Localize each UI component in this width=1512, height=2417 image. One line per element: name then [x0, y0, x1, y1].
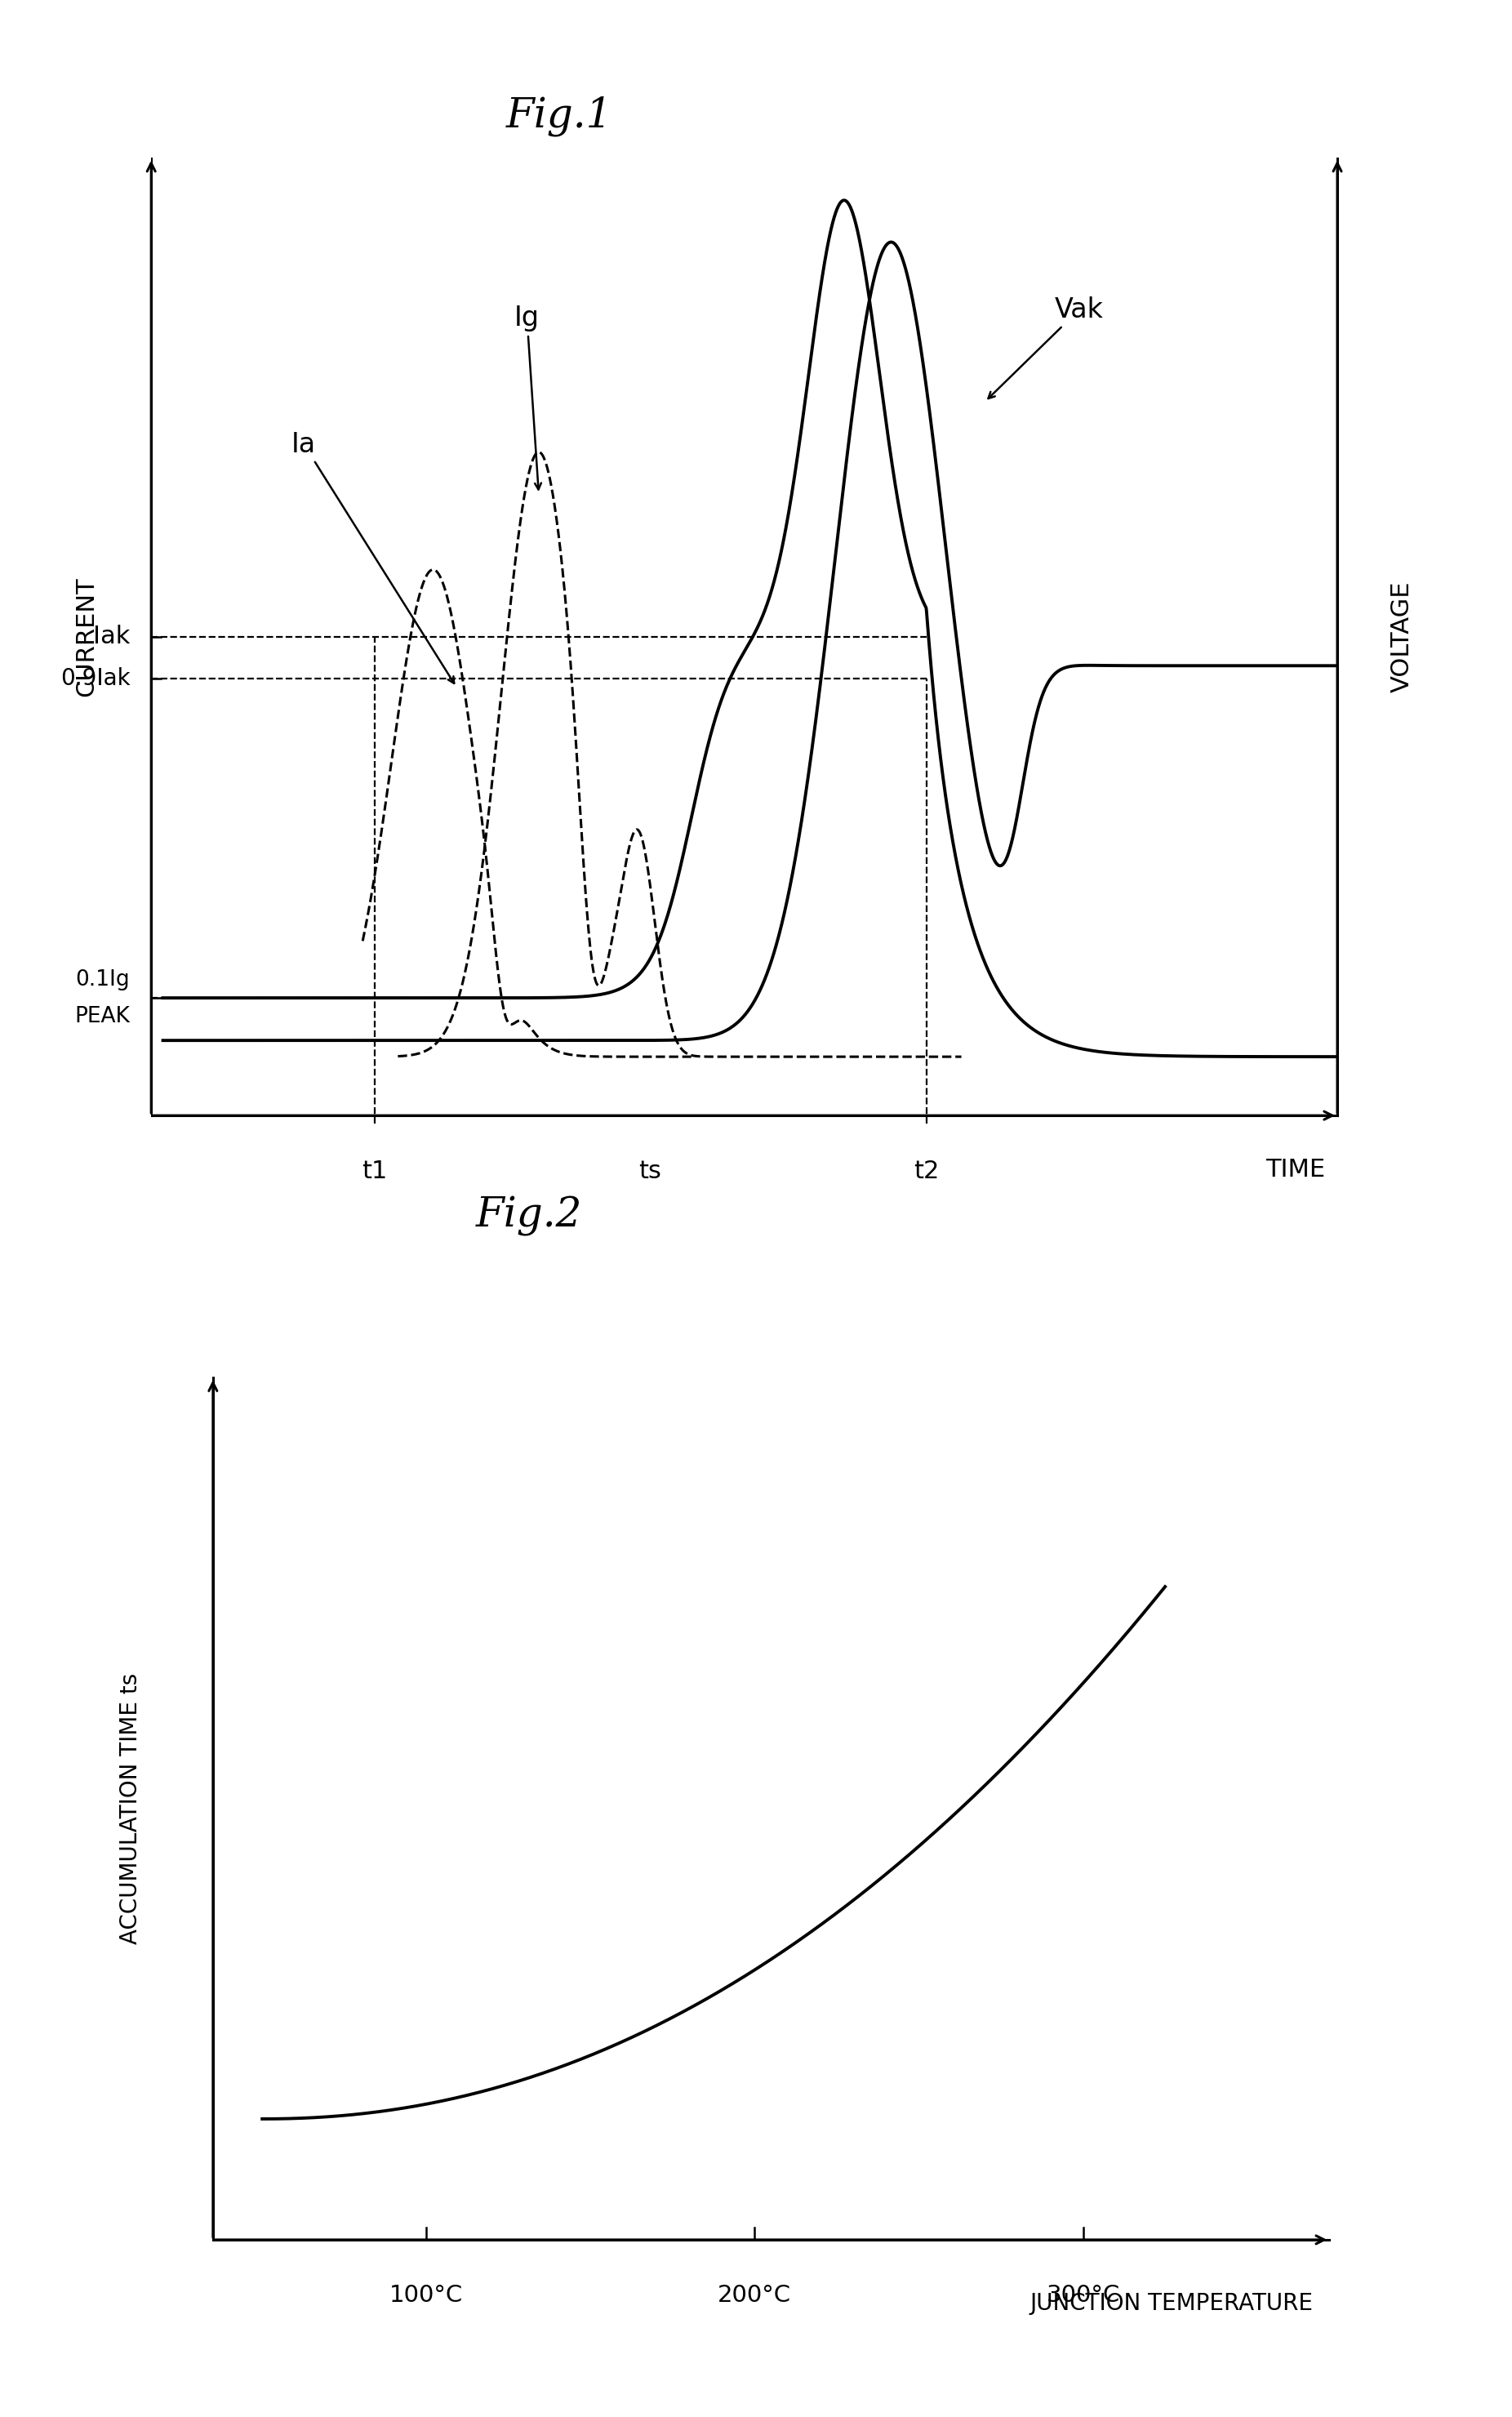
Text: 300°C: 300°C	[1046, 2284, 1120, 2306]
Text: Ig: Ig	[514, 305, 541, 491]
Text: Ia: Ia	[292, 430, 454, 684]
Text: Fig.1: Fig.1	[507, 97, 612, 135]
Text: ACCUMULATION TIME ts: ACCUMULATION TIME ts	[119, 1673, 142, 1943]
Text: t1: t1	[361, 1160, 387, 1182]
Text: t2: t2	[913, 1160, 939, 1182]
Text: VOLTAGE: VOLTAGE	[1390, 580, 1414, 694]
Text: CURRENT: CURRENT	[74, 578, 98, 696]
Text: ts: ts	[640, 1160, 662, 1182]
Text: Iak: Iak	[94, 626, 130, 648]
Text: 200°C: 200°C	[718, 2284, 791, 2306]
Text: 100°C: 100°C	[390, 2284, 463, 2306]
Text: 0.9Iak: 0.9Iak	[60, 667, 130, 691]
Text: JUNCTION TEMPERATURE: JUNCTION TEMPERATURE	[1030, 2291, 1312, 2315]
Text: PEAK: PEAK	[74, 1005, 130, 1027]
Text: 0.1Ig: 0.1Ig	[76, 969, 130, 991]
Text: TIME: TIME	[1266, 1158, 1326, 1182]
Text: Vak: Vak	[989, 297, 1104, 399]
Text: Fig.2: Fig.2	[476, 1196, 582, 1235]
